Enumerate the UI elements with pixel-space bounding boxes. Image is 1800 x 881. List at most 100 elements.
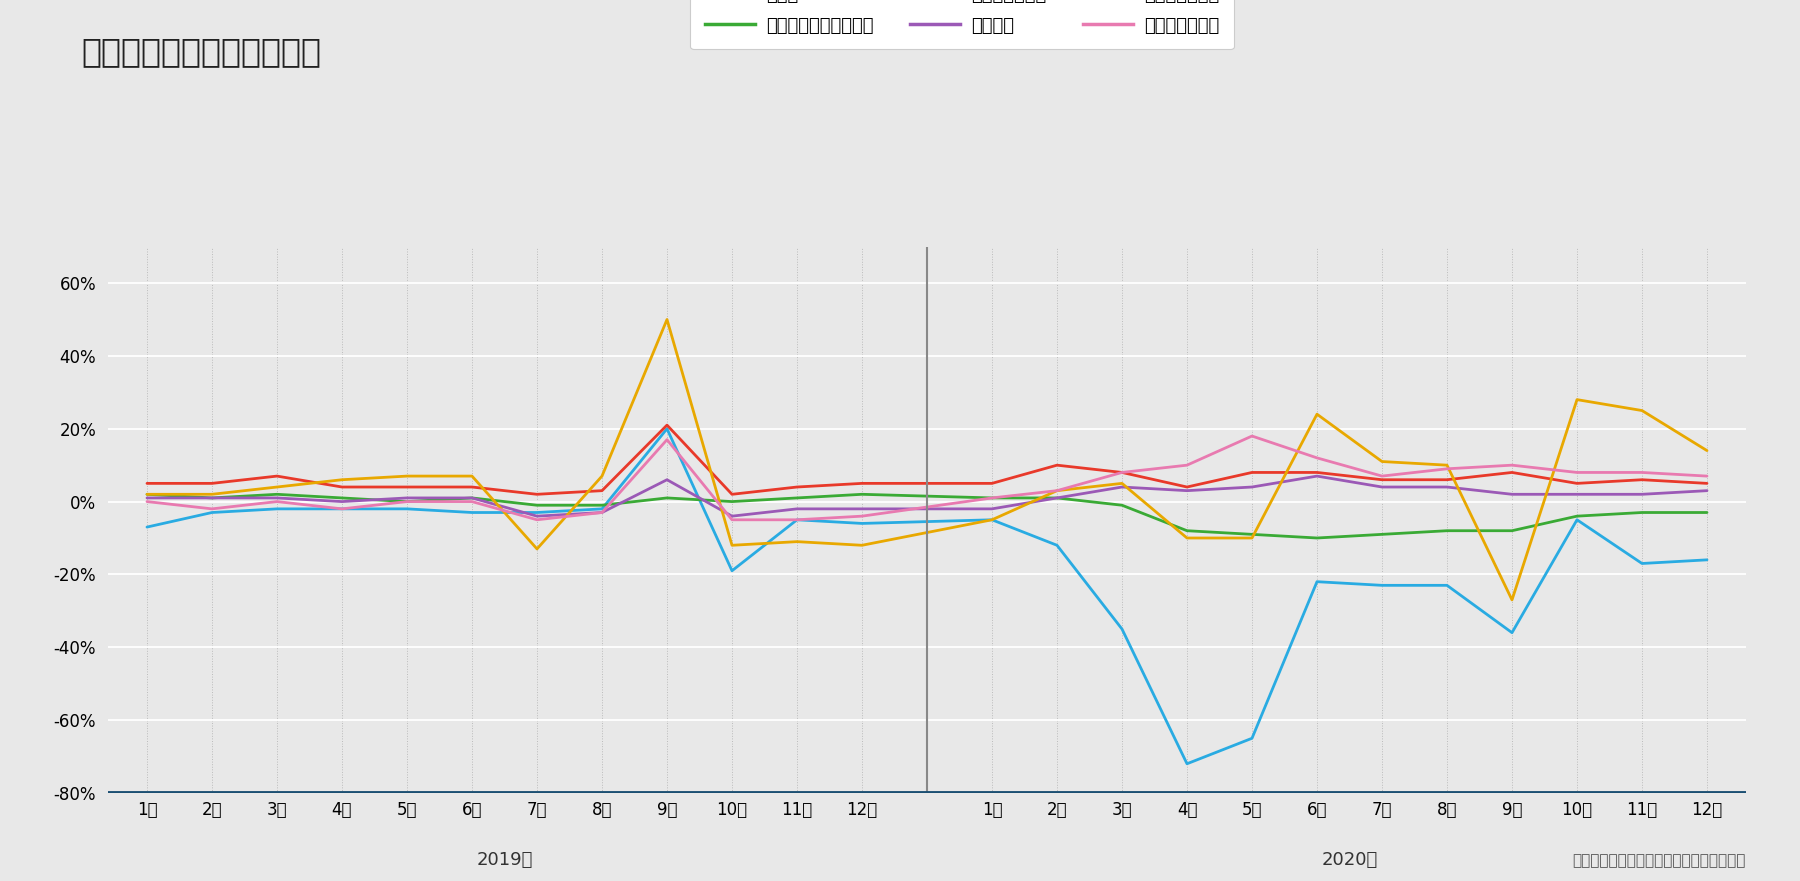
Line: 家電大型専門店: 家電大型専門店 [148,320,1706,600]
家電大型専門店 [1046,485,1067,496]
スーパー [1372,482,1393,492]
ホームセンター [1566,467,1588,478]
百貨店 [526,507,547,518]
家電大型専門店 [461,470,482,481]
コンビニエンスストア [396,496,418,507]
コンビニエンスストア [981,492,1003,503]
ホームセンター [657,434,679,445]
家電大型専門店 [787,537,808,547]
家電大型専門店 [1696,445,1717,455]
Legend: 百貨店, コンビニエンスストア, ドラッグストア, スーパー, 家電大型専門店, ホームセンター: 百貨店, コンビニエンスストア, ドラッグストア, スーパー, 家電大型専門店,… [691,0,1233,49]
スーパー [1501,489,1523,500]
スーパー [266,492,288,503]
家電大型専門店 [266,482,288,492]
家電大型専門店 [1631,405,1652,416]
百貨店 [851,518,873,529]
ホームセンター [722,515,743,525]
スーパー [1175,485,1197,496]
ホームセンター [1046,485,1067,496]
スーパー [1242,482,1264,492]
ホームセンター [590,507,612,518]
ドラッグストア [266,470,288,481]
スーパー [526,511,547,522]
スーパー [787,504,808,515]
ドラッグストア [202,478,223,489]
百貨店 [137,522,158,532]
コンビニエンスストア [787,492,808,503]
ドラッグストア [1372,475,1393,485]
コンビニエンスストア [1566,511,1588,522]
ドラッグストア [1696,478,1717,489]
コンビニエンスストア [1111,500,1132,510]
コンビニエンスストア [722,496,743,507]
スーパー [202,492,223,503]
ドラッグストア [1307,467,1328,478]
コンビニエンスストア [266,489,288,500]
家電大型専門店 [1242,533,1264,544]
コンビニエンスストア [1436,525,1458,536]
家電大型専門店 [1175,533,1197,544]
Line: コンビニエンスストア: コンビニエンスストア [148,494,1706,538]
ドラッグストア [981,478,1003,489]
コンビニエンスストア [202,492,223,503]
家電大型専門店 [526,544,547,554]
ホームセンター [1175,460,1197,470]
ホームセンター [1696,470,1717,481]
家電大型専門店 [1436,460,1458,470]
百貨店 [590,504,612,515]
コンビニエンスストア [851,489,873,500]
百貨店 [1631,559,1652,569]
スーパー [657,475,679,485]
百貨店 [722,566,743,576]
家電大型専門店 [1501,595,1523,605]
家電大型専門店 [1111,478,1132,489]
スーパー [590,507,612,518]
コンビニエンスストア [657,492,679,503]
スーパー [722,511,743,522]
スーパー [1631,489,1652,500]
Line: ドラッグストア: ドラッグストア [148,426,1706,494]
ドラッグストア [1111,467,1132,478]
ドラッグストア [1566,478,1588,489]
百貨店 [266,504,288,515]
家電大型専門店 [1566,395,1588,405]
ホームセンター [266,496,288,507]
ホームセンター [526,515,547,525]
家電大型専門店 [137,489,158,500]
百貨店 [331,504,353,515]
家電大型専門店 [590,470,612,481]
ドラッグストア [331,482,353,492]
ドラッグストア [722,489,743,500]
ドラッグストア [657,420,679,431]
ドラッグストア [851,478,873,489]
スーパー [1111,482,1132,492]
百貨店 [461,507,482,518]
百貨店 [396,504,418,515]
ホームセンター [851,511,873,522]
スーパー [1046,492,1067,503]
家電大型専門店 [202,489,223,500]
スーパー [396,492,418,503]
家電大型専門店 [722,540,743,551]
百貨店 [787,515,808,525]
百貨店 [202,507,223,518]
コンビニエンスストア [526,500,547,510]
コンビニエンスストア [1631,507,1652,518]
Line: 百貨店: 百貨店 [148,429,1706,764]
Text: 各業態の前年同月比の推移: 各業態の前年同月比の推移 [81,35,320,68]
ドラッグストア [461,482,482,492]
コンビニエンスストア [1696,507,1717,518]
家電大型専門店 [657,315,679,325]
ホームセンター [137,496,158,507]
ドラッグストア [137,478,158,489]
ホームセンター [1242,431,1264,441]
ホームセンター [461,496,482,507]
ホームセンター [202,504,223,515]
ホームセンター [331,504,353,515]
コンビニエンスストア [1307,533,1328,544]
ドラッグストア [1242,467,1264,478]
ドラッグストア [1436,475,1458,485]
ホームセンター [787,515,808,525]
Line: スーパー: スーパー [148,476,1706,516]
ドラッグストア [590,485,612,496]
